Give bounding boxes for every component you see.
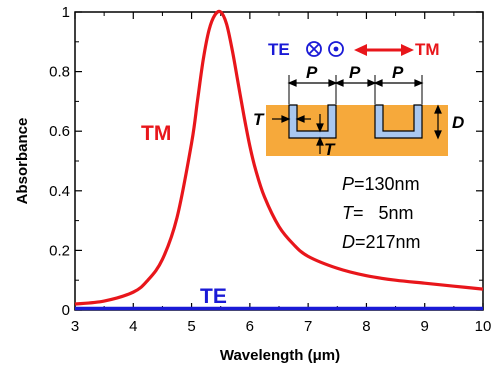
y-tick-label: 0.2	[49, 242, 70, 259]
tick-labels-group: 3 4 5 6 7 8 9 10 0 0.2 0.4 0.6 0.8 1	[49, 4, 491, 335]
dim-label-p3: P	[392, 63, 404, 82]
y-tick-label: 0	[62, 302, 70, 319]
pol-te-label: TE	[268, 40, 290, 59]
polarization-indicator: TE TM	[268, 40, 440, 59]
y-axis-title: Absorbance	[14, 118, 31, 205]
x-tick-label: 3	[71, 318, 79, 335]
grating-schematic: P P P T T D	[253, 63, 464, 159]
dim-label-t-side: T	[253, 110, 265, 129]
x-tick-label: 4	[129, 318, 137, 335]
x-axis-title: Wavelength (μm)	[220, 347, 340, 364]
x-tick-label: 9	[421, 318, 429, 335]
y-tick-label: 1	[62, 4, 70, 21]
param-d: D=217nm	[342, 232, 421, 252]
param-t: T= 5nm	[342, 203, 414, 223]
param-p: P=130nm	[342, 174, 420, 194]
circle-dot-icon	[328, 41, 344, 57]
double-arrow-icon	[354, 44, 414, 56]
series-line-tm	[74, 9, 484, 306]
y-tick-label: 0.4	[49, 183, 70, 200]
groove-2-coating	[374, 104, 423, 139]
dim-label-p1: P	[306, 63, 318, 82]
x-tick-label: 8	[362, 318, 370, 335]
x-tick-label: 5	[187, 318, 195, 335]
y-tick-label: 0.6	[49, 123, 70, 140]
period-arrows	[287, 79, 424, 87]
dim-label-t-bottom: T	[324, 140, 336, 159]
x-tick-label: 7	[304, 318, 312, 335]
series-label-te: TE	[200, 285, 227, 308]
x-tick-label: 10	[475, 318, 492, 335]
dim-label-d: D	[452, 113, 464, 132]
dim-label-p2: P	[349, 63, 361, 82]
pol-tm-label: TM	[415, 40, 440, 59]
parameter-block: P=130nm T= 5nm D=217nm	[342, 174, 421, 252]
thickness-arrows-bottom	[316, 114, 324, 154]
circle-cross-icon	[306, 41, 322, 57]
x-tick-label: 6	[246, 318, 254, 335]
groove-1-coating	[288, 104, 337, 139]
series-lines	[74, 9, 484, 311]
series-label-tm: TM	[141, 122, 171, 145]
depth-arrow	[434, 104, 442, 140]
y-tick-label: 0.8	[49, 64, 70, 81]
thickness-arrows-side	[272, 115, 311, 123]
